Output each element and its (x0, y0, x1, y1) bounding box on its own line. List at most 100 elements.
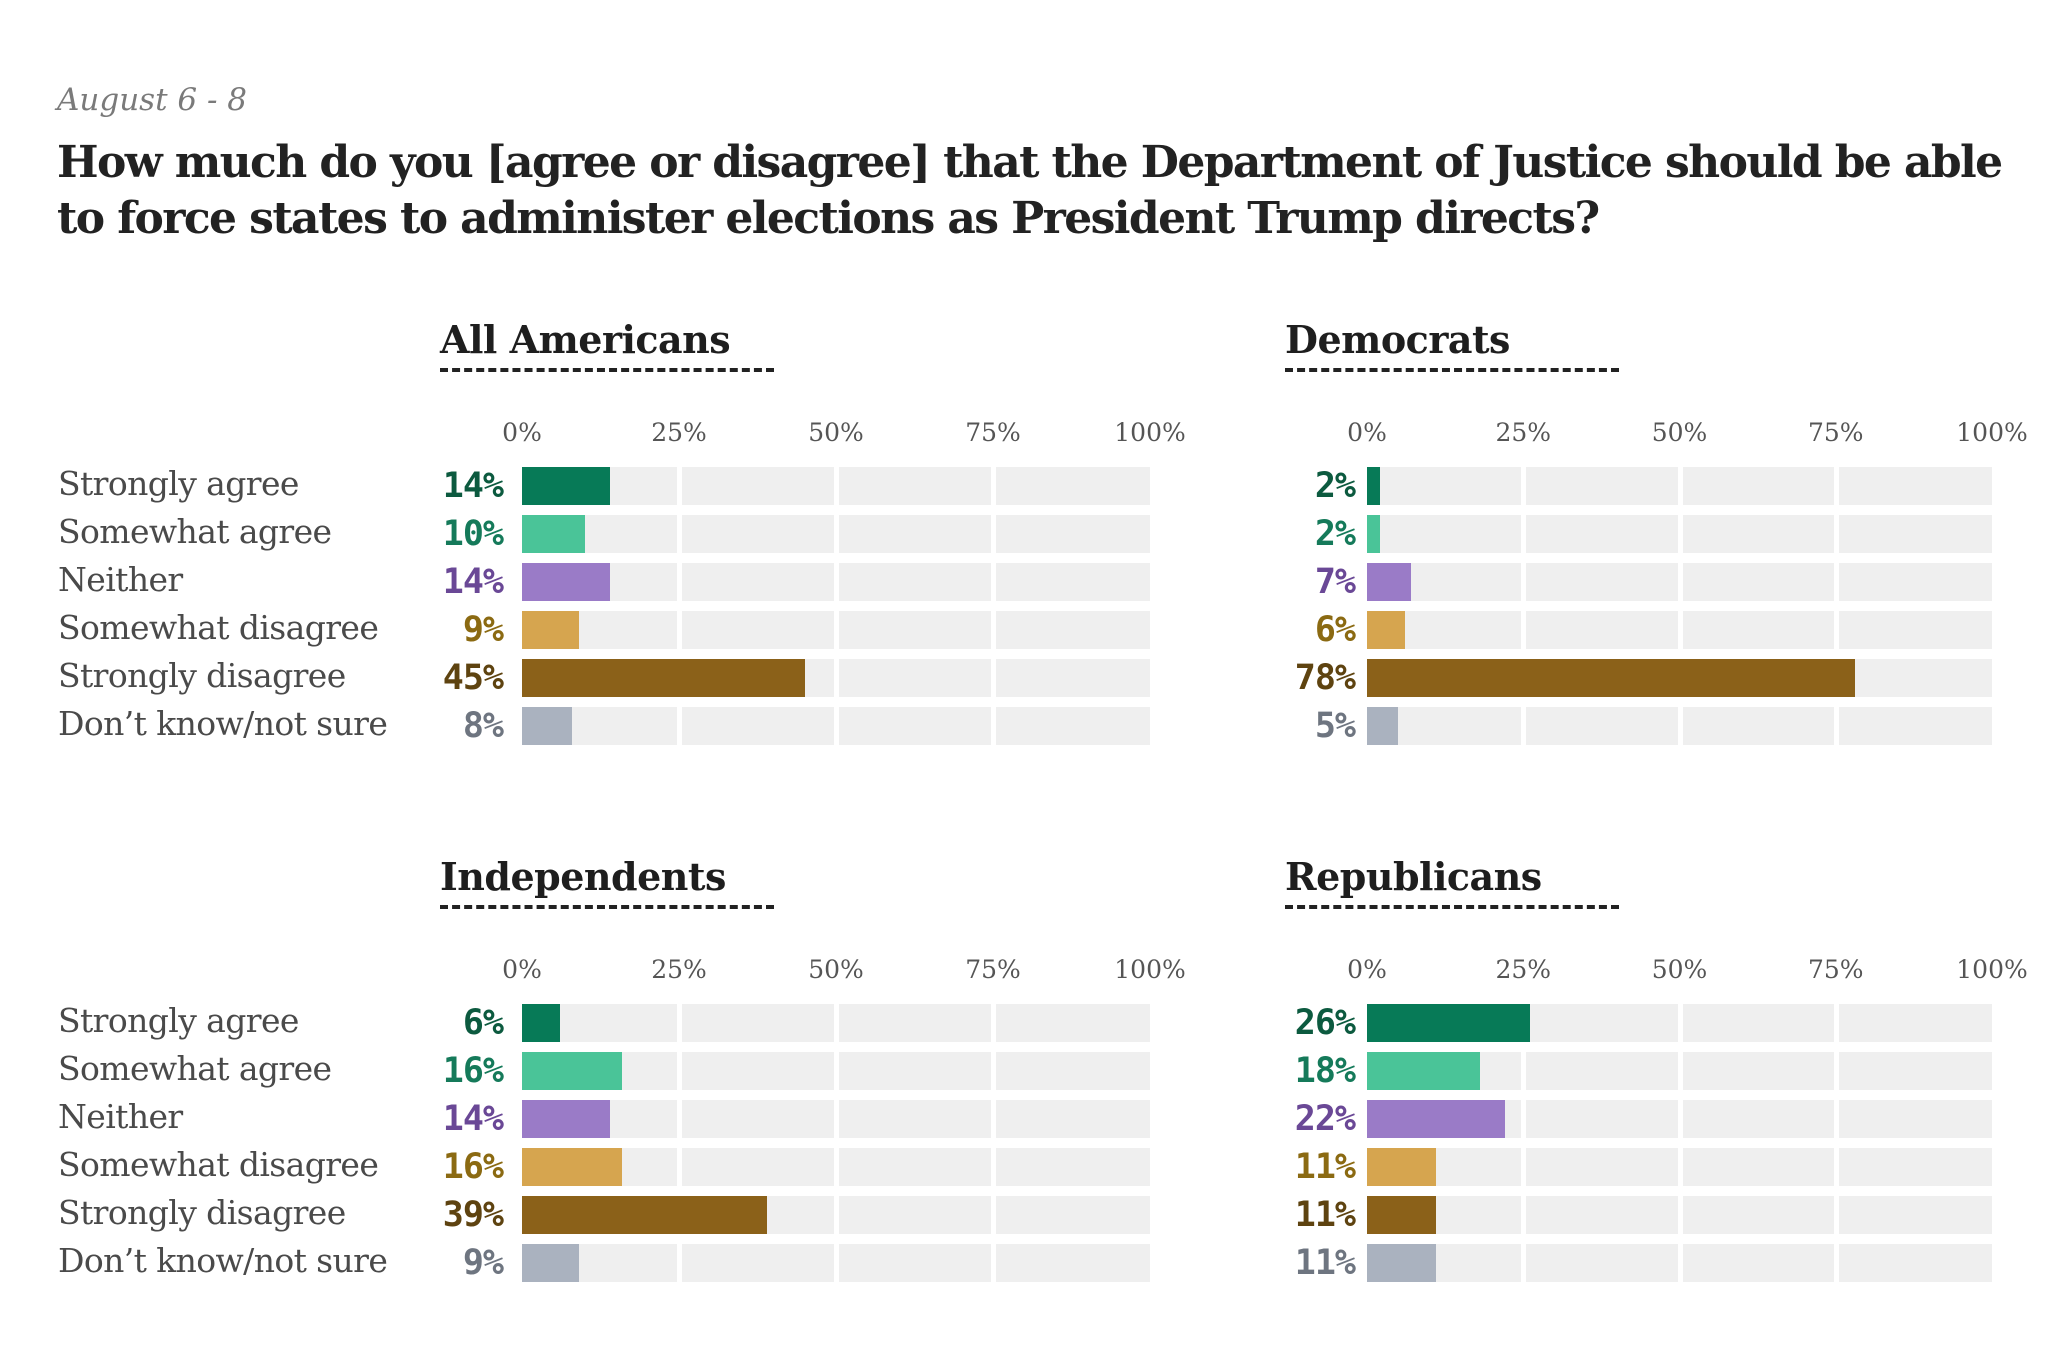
bar-somewhat-agree (1367, 515, 1380, 553)
gridline (1833, 1244, 1839, 1282)
bar-neither (522, 563, 610, 601)
gridline (1833, 515, 1839, 553)
axis-tick-label: 25% (651, 955, 707, 984)
gridline (1833, 611, 1839, 649)
bar-track (522, 707, 1150, 745)
gridline (991, 467, 996, 505)
data-label: 5% (1314, 706, 1356, 746)
bar-somewhat-disagree (522, 611, 579, 649)
gridline (1833, 707, 1839, 745)
data-label: 11% (1294, 1147, 1356, 1187)
bar-track (1367, 467, 1992, 505)
data-label: 16% (442, 1051, 504, 1091)
category-label: Somewhat disagree (58, 1145, 379, 1184)
gridline (677, 515, 682, 553)
gridline (1521, 1244, 1527, 1282)
gridline (1521, 467, 1527, 505)
bar-neither (522, 1100, 610, 1138)
gridline (1521, 1100, 1527, 1138)
gridline (834, 1052, 839, 1090)
bar-track (522, 1100, 1150, 1138)
bar-strongly-disagree (522, 659, 805, 697)
category-label: Somewhat agree (58, 512, 332, 551)
bar-don-t-know-not-sure (522, 1244, 579, 1282)
bar-don-t-know-not-sure (522, 707, 573, 745)
category-label: Don’t know/not sure (58, 1241, 388, 1280)
gridline (991, 1052, 996, 1090)
data-label: 7% (1314, 562, 1356, 602)
bar-strongly-agree (522, 1004, 560, 1042)
panel-heading: Democrats (1285, 317, 1510, 362)
bar-track (1367, 1100, 1992, 1138)
gridline (991, 1196, 996, 1234)
gridline (1833, 467, 1839, 505)
data-label: 45% (442, 658, 504, 698)
gridline (1521, 563, 1527, 601)
gridline (1521, 1148, 1527, 1186)
data-label: 14% (442, 562, 504, 602)
data-label: 2% (1314, 466, 1356, 506)
data-label: 9% (462, 1243, 504, 1283)
category-label: Neither (58, 1097, 183, 1136)
gridline (991, 1100, 996, 1138)
gridline (834, 1100, 839, 1138)
bar-somewhat-disagree (1367, 611, 1405, 649)
category-label: Somewhat agree (58, 1049, 332, 1088)
gridline (834, 467, 839, 505)
gridline (1677, 611, 1683, 649)
axis-tick-label: 100% (1956, 955, 2028, 984)
bar-somewhat-agree (522, 1052, 623, 1090)
bar-don-t-know-not-sure (1367, 1244, 1436, 1282)
data-label: 6% (1314, 610, 1356, 650)
gridline (1521, 707, 1527, 745)
category-label: Don’t know/not sure (58, 704, 388, 743)
gridline (1521, 515, 1527, 553)
bar-track (522, 515, 1150, 553)
axis-tick-label: 100% (1956, 418, 2028, 447)
bar-track (1367, 1196, 1992, 1234)
gridline (1677, 515, 1683, 553)
chart-title: How much do you [agree or disagree] that… (57, 137, 2003, 244)
bar-track (522, 467, 1150, 505)
heading-underline (440, 905, 774, 909)
panel-heading: Independents (440, 854, 726, 899)
gridline (991, 1148, 996, 1186)
data-label: 22% (1294, 1099, 1356, 1139)
bar-track (522, 563, 1150, 601)
bar-neither (1367, 563, 1411, 601)
bar-strongly-agree (1367, 1004, 1530, 1042)
bar-track (522, 659, 1150, 697)
heading-underline (440, 368, 774, 372)
bar-strongly-disagree (1367, 1196, 1436, 1234)
gridline (1677, 563, 1683, 601)
bar-strongly-agree (522, 467, 610, 505)
data-label: 10% (442, 514, 504, 554)
gridline (677, 1244, 682, 1282)
axis-tick-label: 75% (965, 955, 1021, 984)
bar-strongly-disagree (522, 1196, 767, 1234)
axis-tick-label: 0% (1347, 418, 1387, 447)
category-label: Strongly agree (58, 1001, 299, 1040)
bar-somewhat-disagree (1367, 1148, 1436, 1186)
gridline (1521, 1196, 1527, 1234)
gridline (1833, 563, 1839, 601)
gridline (677, 467, 682, 505)
panel-independents: Independents 0% 25% 50% 75% 100% Strongly agre… (0, 854, 2048, 1284)
gridline (677, 563, 682, 601)
gridline (991, 707, 996, 745)
gridline (1677, 1004, 1683, 1042)
gridline (1521, 1052, 1527, 1090)
gridline (1833, 1100, 1839, 1138)
axis-tick-label: 50% (808, 418, 864, 447)
gridline (1677, 1244, 1683, 1282)
axis-tick-label: 100% (1114, 955, 1186, 984)
panel-heading: All Americans (440, 317, 731, 362)
bar-track (522, 1052, 1150, 1090)
category-label: Strongly disagree (58, 1193, 346, 1232)
gridline (834, 563, 839, 601)
axis-tick-label: 75% (965, 418, 1021, 447)
data-label: 14% (442, 1099, 504, 1139)
gridline (1677, 1196, 1683, 1234)
panel-heading: Republicans (1285, 854, 1542, 899)
axis-tick-label: 0% (502, 418, 542, 447)
